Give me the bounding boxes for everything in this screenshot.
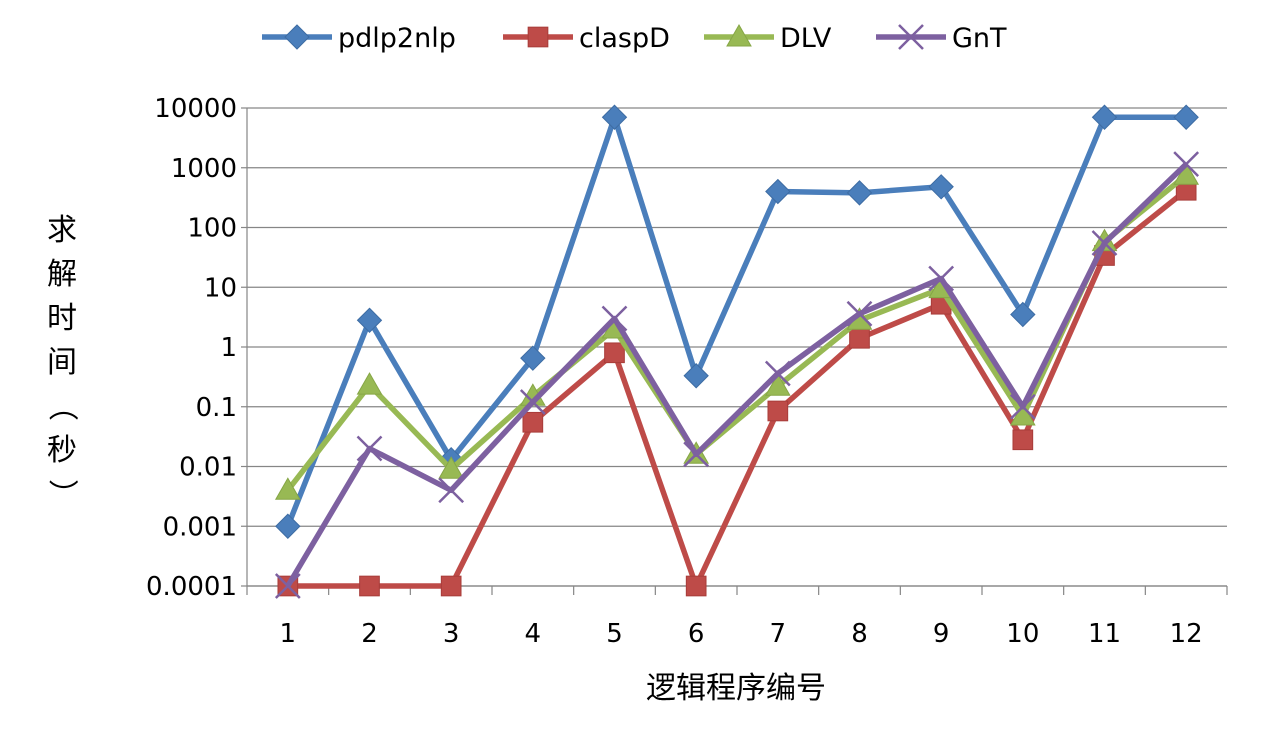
data-point-DLV [764, 373, 791, 396]
legend-label: claspD [579, 23, 670, 54]
data-point-GnT [519, 389, 546, 415]
x-tick-label: 12 [1170, 619, 1203, 649]
data-point-GnT [1091, 230, 1118, 256]
y-axis-title-char: ） [44, 479, 79, 509]
data-point-DLV [438, 456, 465, 479]
data-point-DLV [356, 372, 383, 395]
x-tick-label: 7 [770, 619, 787, 649]
data-point-GnT [438, 477, 465, 504]
data-point-GnT [1009, 393, 1036, 420]
data-point-pdlp2nlp [1091, 104, 1118, 130]
y-tick-label: 10000 [154, 94, 237, 124]
y-tick-label: 0.01 [179, 453, 237, 483]
y-axis-title-char: 间 [47, 345, 77, 380]
legend-marker [898, 24, 924, 50]
y-tick-label: 100 [187, 214, 237, 244]
y-tick-label: 10 [204, 273, 237, 303]
legend-marker [284, 24, 310, 50]
y-axis-title-char: 秒 [47, 433, 77, 468]
legend-label: pdlp2nlp [338, 23, 456, 54]
x-tick-label: 2 [361, 619, 378, 649]
data-point-GnT [683, 441, 710, 468]
x-tick-label: 11 [1088, 619, 1121, 649]
legend: pdlp2nlp claspD DLV GnT [262, 23, 1007, 54]
series-line-GnT [285, 162, 1189, 588]
data-point-pdlp2nlp [1173, 104, 1199, 130]
data-point-pdlp2nlp [520, 345, 546, 371]
data-point-GnT [274, 573, 301, 599]
data-point-GnT [356, 435, 383, 462]
y-axis-title-char: 解 [47, 257, 77, 292]
x-tick-label: 8 [851, 619, 868, 649]
legend-label: DLV [780, 23, 832, 54]
legend-marker [726, 23, 752, 47]
data-point-claspD [685, 575, 707, 597]
data-point-pdlp2nlp [765, 178, 791, 205]
x-tick-label: 6 [688, 619, 705, 649]
y-axis-title-char: 时 [47, 301, 77, 336]
data-point-DLV [274, 477, 301, 500]
y-tick-label: 1000 [171, 154, 237, 184]
series-GnT [274, 151, 1200, 599]
data-point-pdlp2nlp [846, 180, 873, 206]
data-point-claspD [522, 411, 544, 433]
data-point-GnT [846, 300, 873, 327]
data-point-GnT [601, 305, 628, 332]
x-tick-label: 5 [606, 619, 623, 649]
data-point-pdlp2nlp [683, 363, 709, 389]
y-tick-label: 0.1 [196, 393, 237, 423]
series-line-claspD [287, 188, 1188, 589]
legend-label: GnT [952, 23, 1007, 54]
x-axis-title: 逻辑程序编号 [646, 671, 826, 706]
data-point-GnT [928, 265, 955, 292]
series-line-DLV [285, 173, 1188, 492]
data-point-GnT [1173, 151, 1200, 178]
data-point-claspD [849, 327, 870, 349]
series-claspD [277, 179, 1197, 597]
data-point-pdlp2nlp [1010, 301, 1036, 328]
x-tick-label: 3 [443, 619, 460, 649]
legend-item-claspD: claspD [503, 23, 670, 54]
y-axis-title-char: （ [44, 391, 79, 421]
y-tick-label: 1 [220, 333, 237, 363]
legend-marker [527, 26, 549, 48]
data-point-claspD [767, 400, 789, 422]
data-point-claspD [604, 342, 625, 364]
series-pdlp2nlp [275, 104, 1199, 539]
data-point-pdlp2nlp [601, 104, 628, 130]
data-point-claspD [1012, 429, 1034, 451]
y-tick-label: 0.001 [163, 512, 237, 542]
legend-item-DLV: DLV [704, 23, 832, 54]
data-point-claspD [359, 575, 380, 597]
y-axis-title-char: 求 [47, 213, 77, 248]
x-tick-label: 1 [280, 619, 297, 649]
series-group [274, 104, 1200, 599]
data-point-claspD [440, 575, 462, 597]
y-tick-label: 0.0001 [146, 572, 237, 602]
data-point-pdlp2nlp [928, 174, 954, 200]
x-tick-label: 9 [933, 619, 950, 649]
data-point-pdlp2nlp [275, 513, 301, 539]
x-tick-label: 10 [1006, 619, 1039, 649]
series-line-pdlp2nlp [285, 114, 1187, 528]
x-tick-label: 4 [525, 619, 542, 649]
legend-item-pdlp2nlp: pdlp2nlp [262, 23, 456, 54]
legend-item-GnT: GnT [876, 23, 1007, 54]
data-point-GnT [764, 360, 791, 387]
data-point-pdlp2nlp [356, 307, 383, 333]
